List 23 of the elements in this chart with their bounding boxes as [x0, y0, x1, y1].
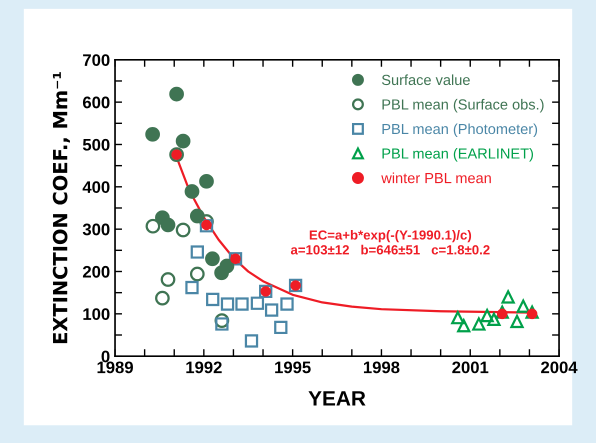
- legend-label: Surface value: [382, 74, 470, 86]
- legend-label: PBL mean (EARLINET): [382, 148, 534, 162]
- y-tick-label: 500: [82, 138, 110, 151]
- x-tick-label: 1992: [186, 361, 222, 374]
- legend-label: PBL mean (Photometer): [382, 123, 538, 138]
- legend-label: winter PBL mean: [381, 172, 491, 184]
- y-tick-label: 600: [82, 96, 110, 108]
- x-tick-label: 2004: [541, 361, 578, 374]
- y-tick-label: 300: [82, 224, 110, 236]
- y-tick-label: 0: [102, 350, 110, 362]
- x-tick-label: 1995: [275, 361, 311, 374]
- legend-label: PBL mean (Surface obs.): [382, 98, 544, 113]
- x-tick-label: 2001: [452, 361, 488, 374]
- y-tick-label: 200: [82, 266, 110, 278]
- x-tick-label: 1998: [364, 361, 400, 374]
- y-tick-label: 400: [82, 181, 110, 194]
- annotation: EC=a+b*exp(-(Y-1990.1)/c): [310, 230, 472, 242]
- annotation: a=103±12 b=646±51 c=1.8±0.2: [290, 244, 490, 255]
- y-tick-label: 700: [83, 54, 110, 66]
- x-axis-title: YEAR: [308, 391, 366, 406]
- x-tick-label: 1989: [98, 361, 133, 374]
- y-tick-label: 100: [83, 308, 110, 320]
- y-axis-title: EXTINCTION COEF., Mm⁻¹: [52, 72, 70, 344]
